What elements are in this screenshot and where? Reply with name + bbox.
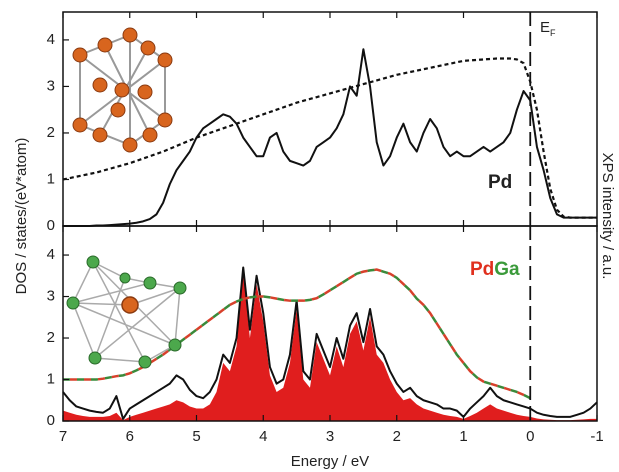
panel-label-part: Ga <box>494 259 520 280</box>
chart: 01234Pd0123476543210-1PdGa DOS / states/… <box>0 0 619 472</box>
x-tick-label: 6 <box>126 428 134 445</box>
fermi-label: EF <box>540 19 556 38</box>
y-tick-label: 0 <box>47 217 55 234</box>
y-tick-label: 4 <box>47 246 55 263</box>
fermi-label-sub: F <box>550 28 556 38</box>
page: 01234Pd0123476543210-1PdGa DOS / states/… <box>0 0 619 472</box>
y2-axis-label: XPS intensity / a.u. <box>599 153 616 280</box>
x-tick-label: 4 <box>259 428 267 445</box>
x-axis-label: Energy / eV <box>291 453 369 470</box>
panel-label: PdGa <box>470 259 520 280</box>
y-axis-label: DOS / states/(eV*atom) <box>13 138 30 295</box>
x-tick-label: 5 <box>192 428 200 445</box>
x-tick-label: 3 <box>326 428 334 445</box>
y-tick-label: 1 <box>47 170 55 187</box>
y-tick-label: 2 <box>47 329 55 346</box>
y-tick-label: 0 <box>47 412 55 429</box>
y-tick-label: 3 <box>47 77 55 94</box>
panel-label: Pd <box>488 172 512 193</box>
fermi-label-main: E <box>540 19 550 36</box>
y-tick-label: 2 <box>47 124 55 141</box>
y-tick-label: 1 <box>47 370 55 387</box>
x-tick-label: 7 <box>59 428 67 445</box>
y-tick-label: 3 <box>47 288 55 305</box>
x-tick-label: 1 <box>459 428 467 445</box>
x-tick-label: -1 <box>590 428 603 445</box>
x-tick-label: 2 <box>393 428 401 445</box>
panel-label-part: Pd <box>470 259 494 280</box>
pd-cluster-illustration <box>73 28 172 152</box>
y-tick-label: 4 <box>47 31 55 48</box>
x-tick-label: 0 <box>526 428 534 445</box>
area <box>63 272 597 421</box>
